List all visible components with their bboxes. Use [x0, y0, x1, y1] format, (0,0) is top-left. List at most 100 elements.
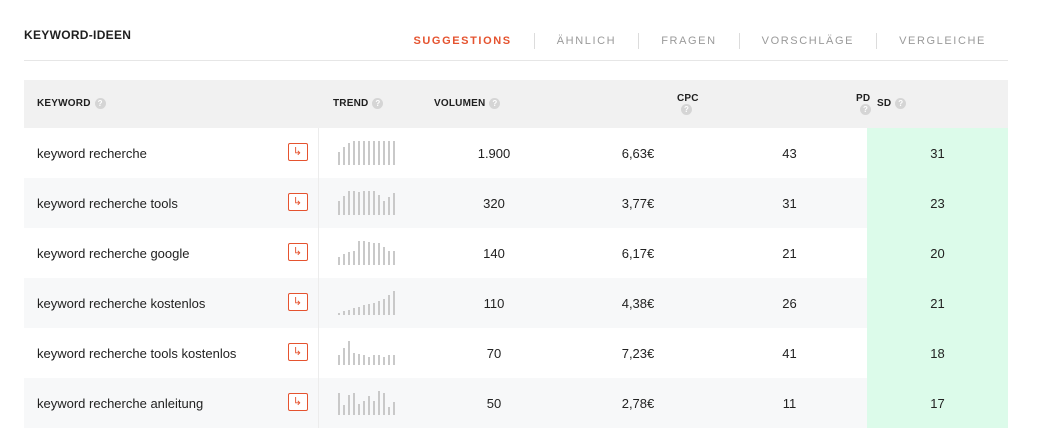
keyword-text[interactable]: keyword recherche anleitung [37, 395, 204, 411]
trend-sparkline [337, 291, 425, 315]
table-header-row: KEYWORD? TREND? VOLUMEN? CPC? PD? SD? [24, 80, 1008, 128]
pd-cell: 11 [712, 378, 867, 428]
trend-bar [387, 407, 390, 415]
trend-bar [377, 195, 380, 215]
trend-bar [382, 141, 385, 165]
trend-bar [382, 393, 385, 415]
keyword-cell: keyword recherche google ↳ [24, 228, 318, 278]
table-row: keyword recherche anleitung ↳ 50 2,78€ 11… [24, 378, 1008, 428]
trend-bar [392, 355, 395, 365]
trend-bar [377, 243, 380, 265]
sd-cell: 31 [867, 128, 1008, 178]
keyword-table: KEYWORD? TREND? VOLUMEN? CPC? PD? SD? ke… [24, 80, 1008, 428]
help-icon[interactable]: ? [94, 98, 106, 110]
column-header-keyword[interactable]: KEYWORD? [24, 80, 318, 128]
keyword-text[interactable]: keyword recherche tools kostenlos [37, 345, 237, 361]
cpc-cell: 6,63€ [564, 128, 712, 178]
trend-bar [342, 405, 345, 415]
pd-cell: 31 [712, 178, 867, 228]
keyword-ideas-header: KEYWORD-IDEEN SUGGESTIONS ÄHNLICH FRAGEN… [24, 0, 1008, 61]
trend-bar [372, 141, 375, 165]
trend-bar [367, 396, 370, 415]
cpc-cell: 3,77€ [564, 178, 712, 228]
sd-cell: 21 [867, 278, 1008, 328]
help-icon[interactable]: ? [860, 103, 871, 115]
column-header-sd[interactable]: SD? [867, 80, 1008, 128]
trend-bar [387, 251, 390, 265]
trend-bar [357, 404, 360, 415]
trend-bar [357, 307, 360, 315]
trend-bar [342, 254, 345, 265]
trend-bar [372, 355, 375, 365]
trend-bar [392, 141, 395, 165]
tab-suggestions[interactable]: SUGGESTIONS [413, 35, 512, 47]
trend-bar [352, 393, 355, 415]
table-row: keyword recherche tools ↳ 320 3,77€ 31 23 [24, 178, 1008, 228]
tab-fragen[interactable]: FRAGEN [638, 33, 738, 49]
trend-sparkline [337, 241, 425, 265]
open-keyword-icon[interactable]: ↳ [287, 193, 308, 211]
help-icon[interactable]: ? [681, 103, 692, 115]
cpc-cell: 7,23€ [564, 328, 712, 378]
cpc-cell: 6,17€ [564, 228, 712, 278]
trend-cell [317, 378, 425, 428]
trend-cell [317, 278, 425, 328]
trend-bar [367, 357, 370, 365]
trend-bar [342, 147, 345, 165]
column-header-pd[interactable]: PD? [712, 80, 871, 128]
trend-bar [392, 291, 395, 315]
trend-bar [357, 192, 360, 215]
tab-vergleiche[interactable]: VERGLEICHE [876, 33, 1008, 49]
open-keyword-icon[interactable]: ↳ [287, 243, 308, 261]
column-header-trend[interactable]: TREND? [318, 80, 424, 128]
trend-bar [347, 310, 350, 315]
help-icon[interactable]: ? [489, 98, 501, 110]
open-keyword-icon[interactable]: ↳ [287, 143, 308, 161]
trend-bar [347, 252, 350, 265]
trend-cell [317, 328, 424, 378]
trend-bar [362, 241, 365, 265]
trend-bar [352, 191, 355, 215]
volume-cell: 140 [424, 228, 564, 278]
trend-bar [387, 295, 390, 315]
volume-cell: 1.900 [424, 128, 564, 178]
sd-cell: 18 [867, 328, 1008, 378]
trend-bar [377, 301, 380, 315]
trend-bar [337, 152, 340, 165]
trend-bar [367, 304, 370, 315]
trend-bar [352, 141, 355, 165]
open-keyword-icon[interactable]: ↳ [287, 293, 308, 311]
cpc-cell: 2,78€ [564, 378, 712, 428]
trend-bar [362, 401, 365, 415]
trend-bar [377, 141, 380, 165]
trend-sparkline [337, 391, 425, 415]
column-header-volume[interactable]: VOLUMEN? [424, 80, 564, 128]
pd-cell: 26 [712, 278, 867, 328]
keyword-text[interactable]: keyword recherche [37, 145, 147, 161]
open-keyword-icon[interactable]: ↳ [287, 393, 308, 411]
tab-vorschlaege[interactable]: VORSCHLÄGE [738, 33, 876, 49]
trend-bar [387, 197, 390, 215]
trend-bar [362, 355, 365, 365]
keyword-text[interactable]: keyword recherche kostenlos [37, 295, 206, 311]
pd-cell: 21 [712, 228, 867, 278]
trend-bar [372, 401, 375, 415]
table-row: keyword recherche google ↳ 140 6,17€ 21 2… [24, 228, 1008, 278]
table-row: keyword recherche ↳ 1.900 6,63€ 43 31 [24, 128, 1008, 178]
trend-bar [362, 305, 365, 315]
help-icon[interactable]: ? [895, 98, 907, 110]
sd-cell: 20 [867, 228, 1008, 278]
tab-aehnlich[interactable]: ÄHNLICH [533, 33, 639, 49]
pd-cell: 43 [712, 128, 867, 178]
keyword-text[interactable]: keyword recherche google [37, 245, 190, 261]
trend-bar [357, 241, 360, 265]
trend-cell [317, 228, 425, 278]
column-header-cpc[interactable]: CPC? [564, 80, 712, 128]
open-keyword-icon[interactable]: ↳ [287, 343, 308, 361]
trend-bar [357, 141, 360, 165]
help-icon[interactable]: ? [372, 98, 384, 110]
trend-bar [347, 191, 350, 215]
keyword-cell: keyword recherche kostenlos ↳ [24, 278, 318, 328]
keyword-text[interactable]: keyword recherche tools [37, 195, 178, 211]
trend-bar [377, 391, 380, 415]
